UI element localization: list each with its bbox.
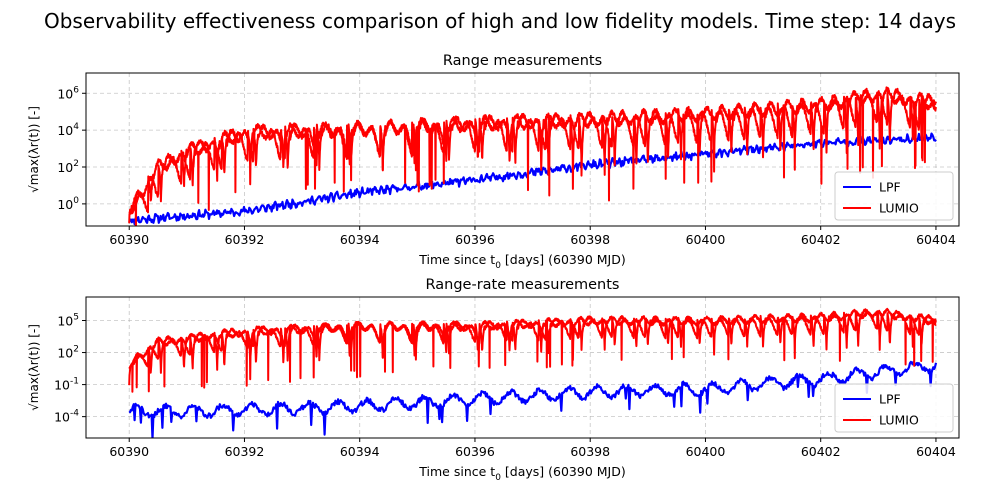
legend-label-lumio: LUMIO <box>879 413 919 428</box>
x-tick-label: 60398 <box>570 232 610 247</box>
y-axis-label: √max(λr(t)) [-] <box>27 324 41 411</box>
legend-label-lumio: LUMIO <box>879 201 919 216</box>
x-tick-label: 60396 <box>455 444 495 459</box>
figure-suptitle: Observability effectiveness comparison o… <box>44 9 956 33</box>
plot-area <box>128 307 938 438</box>
series-line-lpf <box>128 360 938 438</box>
y-tick-label: 105 <box>57 313 79 329</box>
series-line-lumio <box>128 307 937 393</box>
x-tick-label: 60402 <box>801 444 841 459</box>
plot-area <box>128 86 937 226</box>
plot-frame <box>85 296 960 439</box>
series-line-lpf <box>128 132 937 226</box>
legend: LPF LUMIO <box>834 171 954 221</box>
x-tick-label: 60396 <box>455 232 495 247</box>
x-tick-label: 60400 <box>686 444 726 459</box>
x-tick-label: 60404 <box>916 232 956 247</box>
x-tick-label: 60390 <box>109 232 149 247</box>
x-tick-label: 60392 <box>225 232 265 247</box>
panel-2: Range-rate measurements 60390 60392 60394 60… <box>27 277 960 483</box>
x-axis-label: Time since t0 [days] (60390 MJD) <box>418 252 625 271</box>
legend-label-lpf: LPF <box>879 180 901 195</box>
y-tick-label: 102 <box>57 345 79 361</box>
y-tick-label: 10-1 <box>54 377 79 393</box>
legend: LPF LUMIO <box>834 383 954 433</box>
x-tick-label: 60404 <box>916 444 956 459</box>
plot-frame <box>85 72 960 227</box>
x-tick-label: 60402 <box>801 232 841 247</box>
x-tick-label: 60394 <box>340 232 380 247</box>
y-tick-label: 10-4 <box>54 409 79 425</box>
x-tick-label: 60398 <box>570 444 610 459</box>
series-line-lumio <box>128 86 937 215</box>
y-tick-label: 102 <box>57 159 79 175</box>
y-tick-label: 104 <box>57 122 79 138</box>
x-axis-label: Time since t0 [days] (60390 MJD) <box>418 464 625 483</box>
y-tick-label: 106 <box>57 85 79 101</box>
x-tick-label: 60400 <box>686 232 726 247</box>
y-tick-label: 100 <box>57 196 79 212</box>
y-axis-label: √max(λr(t)) [-] <box>27 106 41 193</box>
panel-title: Range measurements <box>443 53 602 69</box>
legend-label-lpf: LPF <box>879 392 901 407</box>
x-tick-label: 60390 <box>109 444 149 459</box>
panel-1: Range measurements 60390 60392 60394 60396 60… <box>27 53 960 271</box>
x-tick-label: 60394 <box>340 444 380 459</box>
x-tick-label: 60392 <box>225 444 265 459</box>
panel-title: Range-rate measurements <box>426 277 620 293</box>
